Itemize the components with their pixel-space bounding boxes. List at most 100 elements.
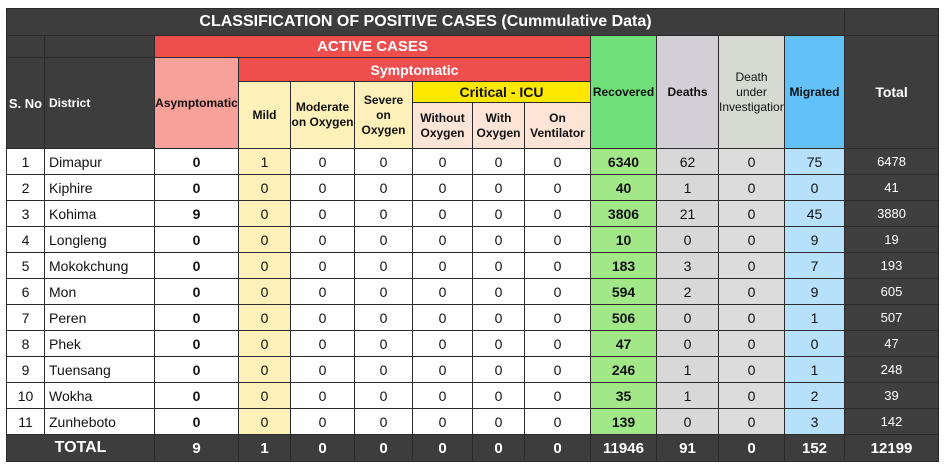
district-cell: Tuensang [44, 356, 155, 383]
asymptomatic-cell: 0 [154, 252, 239, 279]
totals-row: TOTAL 9 1 0 0 0 0 0 11946 91 0 152 12199 [6, 434, 940, 462]
total-mild: 1 [238, 434, 291, 462]
asymptomatic-cell: 0 [154, 278, 239, 305]
on-ventilator-cell: 0 [524, 304, 591, 331]
active-cases-header: ACTIVE CASES [154, 35, 591, 58]
with-oxygen-header: With Oxygen [472, 102, 525, 149]
sno-cell: 1 [6, 148, 45, 175]
on-ventilator-cell: 0 [524, 174, 591, 201]
sno-cell: 9 [6, 356, 45, 383]
total-cell: 47 [844, 330, 940, 357]
district-cell: Phek [44, 330, 155, 357]
total-cell: 6478 [844, 148, 940, 175]
severe-cell: 0 [354, 148, 413, 175]
without-oxygen-header: Without Oxygen [412, 102, 473, 149]
sno-cell: 7 [6, 304, 45, 331]
moderate-cell: 0 [290, 226, 355, 253]
asymptomatic-cell: 0 [154, 304, 239, 331]
asymptomatic-header: Asymptomatic [154, 57, 239, 149]
without-oxygen-cell: 0 [412, 148, 473, 175]
recovered-cell: 10 [590, 226, 657, 253]
district-cell: Kohima [44, 200, 155, 227]
asymptomatic-cell: 0 [154, 330, 239, 357]
recovered-cell: 246 [590, 356, 657, 383]
moderate-cell: 0 [290, 174, 355, 201]
total-without-oxygen: 0 [412, 434, 473, 462]
recovered-cell: 3806 [590, 200, 657, 227]
title-corner-cell [844, 8, 940, 36]
death-investigation-cell: 0 [718, 304, 785, 331]
district-cell: Mon [44, 278, 155, 305]
moderate-cell: 0 [290, 408, 355, 435]
on-ventilator-header: On Ventilator [524, 102, 591, 149]
recovered-cell: 6340 [590, 148, 657, 175]
deaths-header: Deaths [656, 35, 719, 149]
on-ventilator-cell: 0 [524, 226, 591, 253]
recovered-cell: 506 [590, 304, 657, 331]
asymptomatic-cell: 0 [154, 356, 239, 383]
total-cell: 3880 [844, 200, 940, 227]
total-severe: 0 [354, 434, 413, 462]
deaths-cell: 0 [656, 408, 719, 435]
moderate-cell: 0 [290, 330, 355, 357]
total-header: Total [844, 35, 940, 149]
deaths-cell: 0 [656, 304, 719, 331]
district-cell: Peren [44, 304, 155, 331]
severe-cell: 0 [354, 408, 413, 435]
mild-cell: 0 [238, 226, 291, 253]
death-investigation-cell: 0 [718, 174, 785, 201]
mild-cell: 0 [238, 252, 291, 279]
migrated-cell: 7 [783, 252, 846, 279]
severe-cell: 0 [354, 304, 413, 331]
on-ventilator-cell: 0 [524, 252, 591, 279]
severe-cell: 0 [354, 278, 413, 305]
mild-header: Mild [238, 81, 291, 149]
with-oxygen-cell: 0 [472, 252, 525, 279]
sno-cell: 8 [6, 330, 45, 357]
death-investigation-cell: 0 [718, 356, 785, 383]
district-cell: Mokokchung [44, 252, 155, 279]
district-cell: Kiphire [44, 174, 155, 201]
sno-cell: 4 [6, 226, 45, 253]
migrated-cell: 9 [783, 278, 846, 305]
without-oxygen-cell: 0 [412, 356, 473, 383]
with-oxygen-cell: 0 [472, 174, 525, 201]
asymptomatic-cell: 0 [154, 174, 239, 201]
table-row: 2 Kiphire 0 0 0 0 0 0 0 40 1 0 0 41 [6, 174, 940, 201]
migrated-cell: 3 [783, 408, 846, 435]
grand-total: 12199 [844, 434, 940, 462]
recovered-cell: 40 [590, 174, 657, 201]
severe-cell: 0 [354, 330, 413, 357]
mild-cell: 1 [238, 148, 291, 175]
recovered-cell: 139 [590, 408, 657, 435]
with-oxygen-cell: 0 [472, 226, 525, 253]
mild-cell: 0 [238, 356, 291, 383]
mild-cell: 0 [238, 200, 291, 227]
total-cell: 39 [844, 382, 940, 409]
on-ventilator-cell: 0 [524, 408, 591, 435]
asymptomatic-cell: 0 [154, 226, 239, 253]
moderate-cell: 0 [290, 382, 355, 409]
table-body: 1 Dimapur 0 1 0 0 0 0 0 6340 62 0 75 6478 2 Kiphire 0 0 0 0… [6, 148, 940, 435]
total-on-ventilator: 0 [524, 434, 591, 462]
on-ventilator-cell: 0 [524, 148, 591, 175]
deaths-cell: 21 [656, 200, 719, 227]
table-row: 1 Dimapur 0 1 0 0 0 0 0 6340 62 0 75 6478 [6, 148, 940, 175]
asymptomatic-cell: 0 [154, 148, 239, 175]
table-row: 4 Longleng 0 0 0 0 0 0 0 10 0 0 9 19 [6, 226, 940, 253]
death-investigation-cell: 0 [718, 408, 785, 435]
total-deaths: 91 [656, 434, 719, 462]
with-oxygen-cell: 0 [472, 330, 525, 357]
critical-icu-header: Critical - ICU [412, 81, 591, 103]
migrated-cell: 1 [783, 304, 846, 331]
death-investigation-header: Death under Investigation [718, 35, 785, 149]
deaths-cell: 1 [656, 174, 719, 201]
total-with-oxygen: 0 [472, 434, 525, 462]
table-row: 11 Zunheboto 0 0 0 0 0 0 0 139 0 0 3 142 [6, 408, 940, 435]
migrated-cell: 0 [783, 174, 846, 201]
recovered-cell: 183 [590, 252, 657, 279]
recovered-cell: 35 [590, 382, 657, 409]
without-oxygen-cell: 0 [412, 304, 473, 331]
death-investigation-cell: 0 [718, 382, 785, 409]
on-ventilator-cell: 0 [524, 356, 591, 383]
